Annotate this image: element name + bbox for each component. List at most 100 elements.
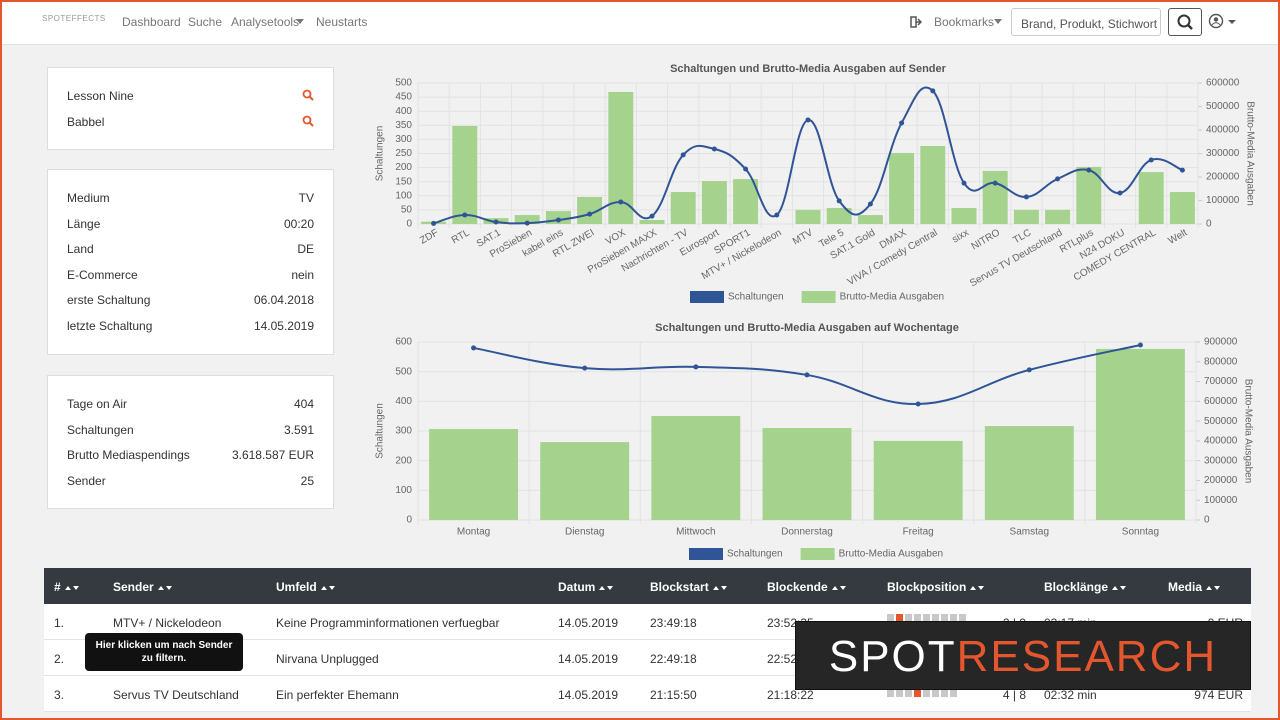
legend-label: Brutto-Media Ausgaben (840, 292, 945, 303)
bar (1169, 192, 1195, 224)
info-row: Schaltungen 3.591 (67, 423, 314, 437)
info-row: Länge 00:20 (67, 217, 314, 231)
navbar: SPOTEFFECTS Dashboard Suche Analysetools… (0, 0, 1280, 45)
info-label: Tage on Air (67, 397, 128, 411)
point (1179, 167, 1185, 173)
legend-label: Schaltungen (727, 549, 783, 560)
nav-link[interactable]: Neustarts (316, 15, 368, 29)
column-header[interactable]: Media (1168, 580, 1221, 594)
logo-part: RESEARCH (956, 632, 1218, 681)
chart-title: Schaltungen und Brutto-Media Ausgaben au… (655, 322, 959, 334)
y-tick-label: 0 (406, 515, 412, 526)
y2-tick-label: 300000 (1204, 455, 1238, 466)
x-tick-label: Samstag (1010, 527, 1049, 538)
point (1148, 157, 1154, 163)
block-square (959, 614, 966, 625)
column-header[interactable]: Blocklänge (1044, 580, 1127, 594)
y2-tick-label: 600000 (1206, 78, 1240, 89)
bar (1138, 172, 1164, 224)
point (1117, 190, 1123, 196)
bar (920, 145, 946, 224)
legend-swatch (800, 548, 835, 560)
search-icon[interactable] (302, 115, 314, 127)
bar (1045, 209, 1071, 224)
sort-down (72, 585, 79, 590)
block-square (896, 686, 903, 697)
y-tick-label: 200 (395, 162, 412, 173)
point (680, 152, 686, 158)
point (915, 401, 921, 407)
y-tick-label: 350 (395, 120, 412, 131)
x-tick-label: sixx (950, 227, 970, 245)
chart-title: Schaltungen und Brutto-Media Ausgaben au… (670, 63, 947, 75)
search-input[interactable]: Brand, Produkt, Stichwort (1011, 8, 1161, 36)
point (462, 212, 468, 218)
bar (951, 208, 977, 224)
cell-text[interactable]: Servus TV Deutschland (113, 688, 239, 702)
point (899, 120, 905, 126)
block-square (914, 614, 921, 625)
search-button[interactable] (1168, 8, 1202, 36)
point (493, 219, 499, 225)
cell-text[interactable]: MTV+ / Nickelodeon (113, 616, 222, 630)
legend-label: Schaltungen (728, 292, 784, 303)
bar (1095, 348, 1185, 520)
nav-link[interactable]: Suche (188, 15, 223, 29)
bookmarks[interactable]: Bookmarks (934, 15, 995, 29)
bar (826, 208, 852, 224)
sort-down (165, 585, 172, 590)
column-header[interactable]: # (54, 580, 79, 594)
info-row: letzte Schaltung 14.05.2019 (67, 319, 314, 333)
bar (873, 440, 963, 520)
user-menu[interactable] (1208, 13, 1238, 31)
point (693, 364, 699, 370)
details-panel: Medium TV Länge 00:20 Land DE E-Commerce nein er… (47, 169, 334, 355)
header-text: Blockposition (887, 580, 967, 594)
table-header: # Sender Umfeld Datum Blockstart Blockende Blo… (44, 568, 1251, 604)
brand-row[interactable]: Lesson Nine (67, 89, 314, 103)
column-header[interactable]: Sender (113, 580, 172, 594)
info-row: Medium TV (67, 191, 314, 205)
column-header[interactable]: Blockende (767, 580, 846, 594)
block-square (905, 686, 912, 697)
info-label: E-Commerce (67, 267, 138, 282)
column-header[interactable]: Blockstart (650, 580, 727, 594)
sort-up (64, 585, 71, 590)
header-text: # (54, 580, 61, 594)
logo-part: SPOT (828, 632, 957, 681)
bookmark-icon (910, 16, 922, 28)
column-header[interactable]: Umfeld (276, 580, 335, 594)
x-tick-label: Sonntag (1122, 527, 1159, 538)
nav-link[interactable]: Dashboard (122, 15, 181, 29)
cell-text: 21:18:22 (767, 688, 814, 702)
column-header[interactable]: Blockposition (887, 580, 985, 594)
nav-link[interactable]: Analysetools (231, 15, 300, 29)
cell-text: 21:15:50 (650, 688, 697, 702)
block-square (923, 686, 930, 697)
info-value: 00:20 (283, 216, 314, 231)
sort-down (328, 585, 335, 590)
bar (857, 215, 883, 224)
info-label: Länge (67, 216, 101, 231)
cell-text: 2. (54, 652, 65, 666)
y-tick-label: 200 (395, 455, 412, 466)
search-icon[interactable] (302, 89, 314, 101)
point (743, 166, 749, 172)
info-label: letzte Schaltung (67, 319, 153, 333)
charts: Schaltungen und Brutto-Media Ausgaben au… (375, 63, 1255, 560)
point (867, 201, 873, 207)
bar (982, 170, 1008, 224)
info-value: 404 (293, 397, 314, 411)
brand[interactable]: SPOTEFFECTS (42, 14, 106, 23)
y2-tick-label: 300000 (1206, 148, 1240, 159)
x-tick-label: MTV (791, 227, 815, 247)
y2-tick-label: 200000 (1206, 172, 1240, 183)
x-tick-label: Montag (457, 527, 490, 538)
cell-text: 974 EUR (1194, 688, 1243, 702)
column-header[interactable]: Datum (558, 580, 614, 594)
info-row: Brutto Mediaspendings 3.618.587 EUR (67, 448, 314, 462)
brand-row[interactable]: Babbel (67, 115, 314, 129)
point (1137, 342, 1143, 348)
info-row: erste Schaltung 06.04.2018 (67, 293, 314, 307)
point (805, 117, 811, 123)
